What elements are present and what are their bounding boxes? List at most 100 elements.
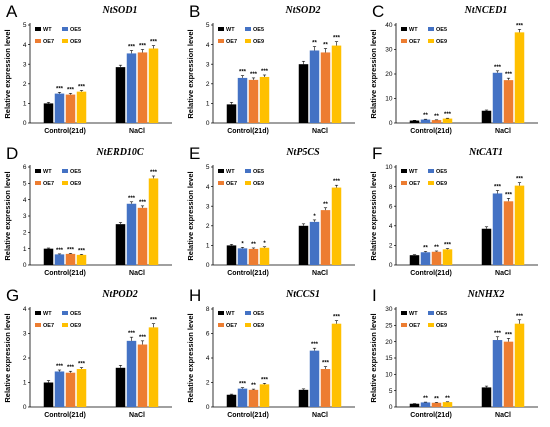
y-tick-label: 6 (206, 331, 210, 338)
significance-label: *** (516, 23, 524, 29)
y-tick-label: 10 (385, 164, 393, 171)
legend-label: OE5 (70, 311, 81, 317)
y-tick-label: 4 (23, 42, 27, 49)
legend-swatch (245, 169, 251, 173)
significance-label: *** (150, 170, 158, 176)
chart-panel-D: D NtERD10C Relative expression level 0 1 2 3 4 5… (3, 144, 172, 277)
chart-title: NtSOD1 (101, 5, 137, 16)
bar-oe7 (137, 52, 148, 123)
bar-oe5 (237, 388, 248, 407)
y-tick-label: 2 (206, 223, 210, 230)
bar-oe5 (126, 53, 137, 123)
bar-oe9 (442, 118, 453, 123)
legend-swatch (428, 323, 434, 327)
significance-label: *** (444, 112, 452, 118)
bar-oe9 (514, 185, 525, 265)
legend-label: OE5 (70, 27, 81, 33)
y-axis-label: Relative expression level (369, 29, 378, 118)
significance-label: * (241, 241, 244, 247)
y-tick-label: 1 (206, 101, 210, 108)
y-axis-label: Relative expression level (3, 171, 12, 260)
legend-label: OE5 (436, 311, 447, 317)
x-category-label: NaCl (129, 412, 145, 419)
bar-oe7 (248, 389, 259, 407)
significance-label: *** (261, 69, 269, 75)
legend-swatch (35, 39, 41, 43)
bar-oe5 (420, 402, 431, 407)
significance-label: * (263, 241, 266, 247)
y-tick-label: 0 (389, 262, 393, 269)
legend-swatch (35, 169, 41, 173)
legend-swatch (428, 169, 434, 173)
panel-letter: F (372, 144, 382, 163)
chart-panel-A: A NtSOD1 Relative expression level 0 1 2 3 4 5 WT… (3, 2, 172, 135)
x-category-label: NaCl (495, 128, 511, 135)
significance-label: *** (516, 177, 524, 183)
legend-swatch (218, 169, 224, 173)
bar-wt (43, 103, 54, 123)
panel-letter: C (372, 2, 384, 21)
legend-swatch (62, 181, 68, 185)
y-tick-label: 2 (23, 230, 27, 237)
significance-label: ** (434, 245, 439, 251)
y-tick-label: 4 (206, 184, 210, 191)
bar-wt (481, 387, 492, 407)
x-category-label: NaCl (495, 270, 511, 277)
bar-oe9 (514, 323, 525, 407)
y-tick-label: 0 (206, 262, 210, 269)
y-tick-label: 5 (23, 181, 27, 188)
y-tick-label: 1 (23, 101, 27, 108)
x-category-label: Control(21d) (227, 412, 269, 419)
significance-label: *** (78, 362, 86, 368)
y-tick-label: 2 (23, 81, 27, 88)
significance-label: *** (139, 200, 147, 206)
significance-label: ** (323, 202, 328, 208)
bar-oe7 (137, 344, 148, 407)
bar-oe9 (259, 76, 270, 123)
panel-letter: A (6, 2, 18, 21)
significance-label: *** (505, 72, 513, 78)
legend-label: WT (43, 27, 52, 33)
x-category-label: NaCl (129, 270, 145, 277)
legend-label: OE7 (43, 39, 54, 45)
bar-oe7 (65, 372, 76, 407)
x-category-label: Control(21d) (410, 412, 452, 419)
significance-label: *** (333, 179, 341, 185)
legend-swatch (401, 311, 407, 315)
significance-label: *** (150, 40, 158, 46)
y-tick-label: 4 (23, 197, 27, 204)
chart-panel-F: F NtCAT1 Relative expression level 0 2 4 6 8 10 W… (369, 144, 538, 277)
legend-label: OE7 (226, 181, 237, 187)
bar-oe5 (492, 72, 503, 123)
panel-letter: G (6, 286, 19, 305)
bar-oe5 (54, 93, 65, 123)
significance-label: ** (423, 113, 428, 119)
bar-oe7 (137, 207, 148, 265)
legend-swatch (62, 311, 68, 315)
legend-swatch (401, 169, 407, 173)
significance-label: *** (128, 331, 136, 337)
bar-wt (481, 228, 492, 265)
legend-label: OE7 (409, 39, 420, 45)
y-tick-label: 10 (385, 372, 393, 379)
legend-label: OE9 (70, 323, 81, 329)
y-axis-label: Relative expression level (3, 29, 12, 118)
y-axis-label: Relative expression level (369, 171, 378, 260)
y-tick-label: 0 (206, 404, 210, 411)
bar-oe9 (442, 402, 453, 407)
y-tick-label: 6 (23, 164, 27, 171)
y-tick-label: 0 (23, 404, 27, 411)
bar-wt (409, 120, 420, 123)
bar-oe9 (259, 247, 270, 265)
y-axis-label: Relative expression level (186, 313, 195, 402)
significance-label: *** (239, 382, 247, 388)
bar-oe9 (331, 187, 342, 265)
significance-label: *** (67, 247, 75, 253)
bar-oe5 (309, 350, 320, 407)
y-tick-label: 5 (389, 388, 393, 395)
legend-swatch (245, 323, 251, 327)
bar-oe9 (148, 178, 159, 265)
significance-label: *** (67, 87, 75, 93)
bar-oe9 (331, 45, 342, 123)
legend-label: OE5 (436, 169, 447, 175)
